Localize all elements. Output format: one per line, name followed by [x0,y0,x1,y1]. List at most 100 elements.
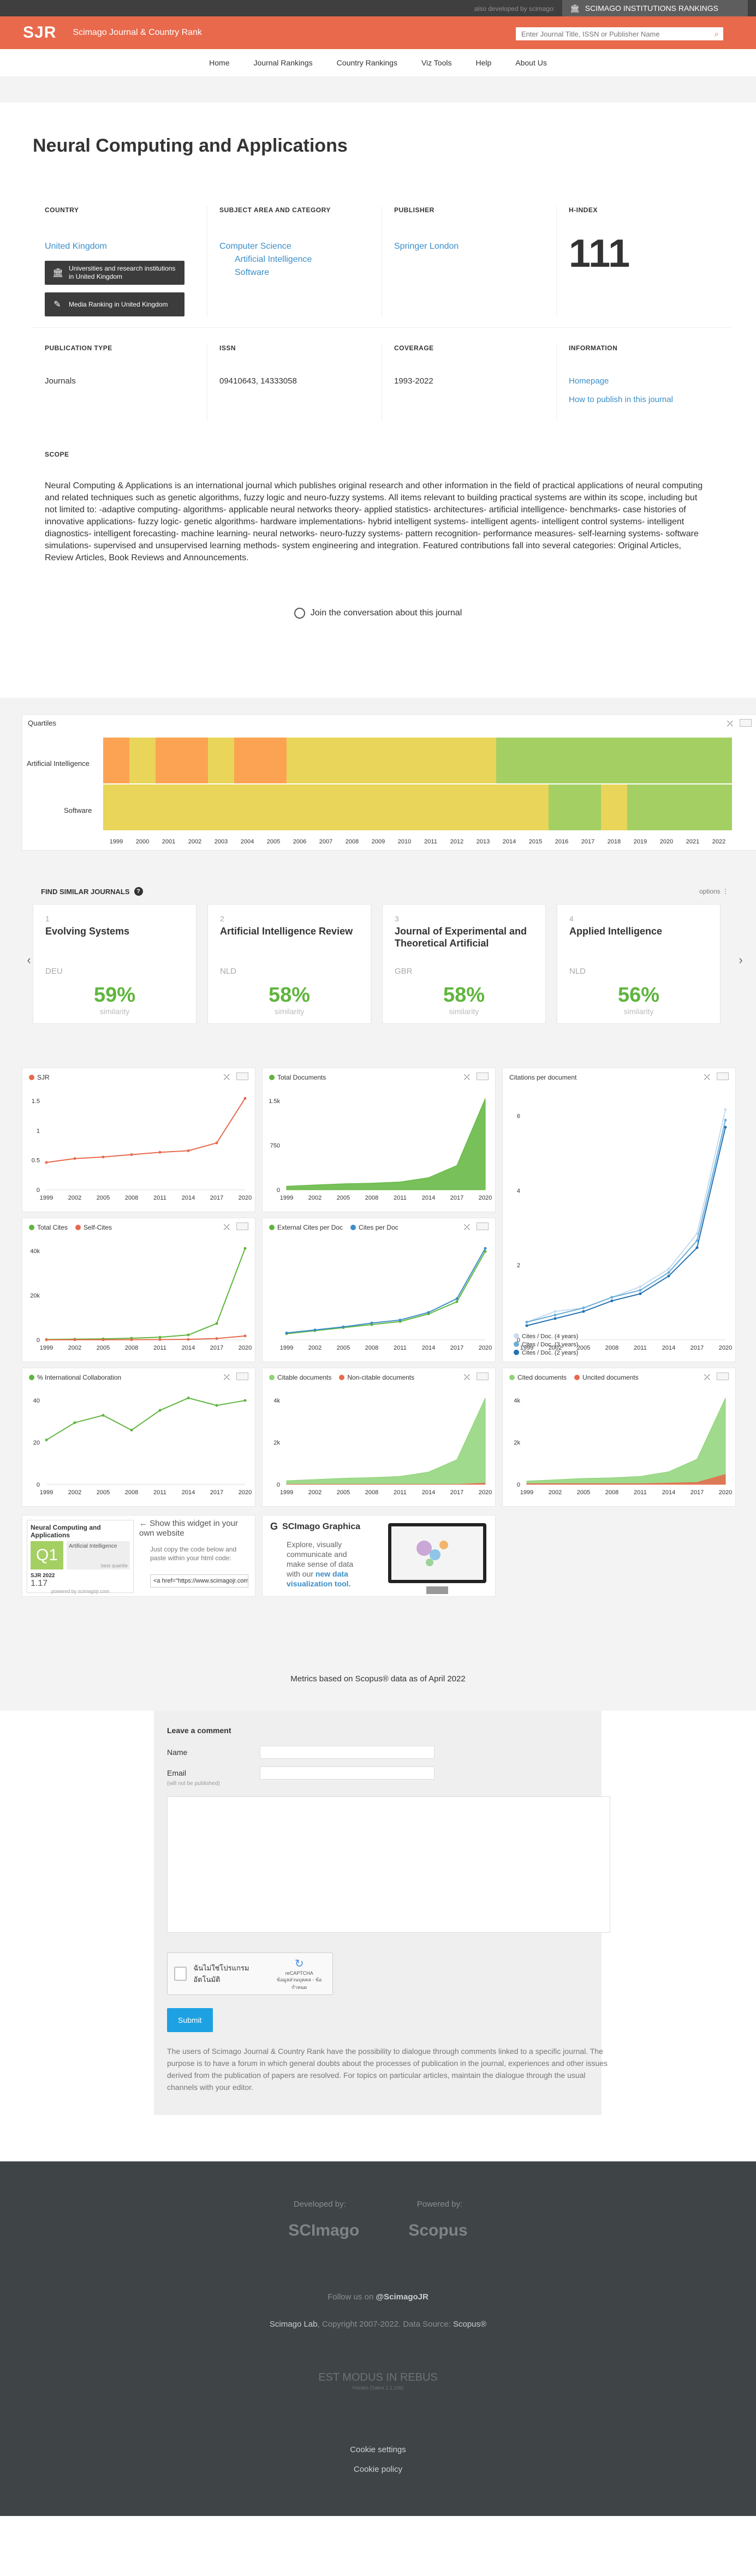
data-point[interactable] [285,1331,288,1334]
data-point[interactable] [398,1319,402,1322]
search-input[interactable] [516,27,723,40]
legend-item[interactable]: Cites per Doc [350,1224,398,1231]
data-point[interactable] [610,1296,614,1299]
search-icon[interactable]: ⌕ [714,29,719,39]
data-point[interactable] [639,1285,642,1289]
data-point[interactable] [553,1310,557,1313]
no-chart-icon[interactable]: ⤫ [463,1373,470,1381]
data-point[interactable] [215,1141,218,1145]
recaptcha-privacy[interactable]: ข้อมูลส่วนบุคคล - ข้อกำหนด [276,1976,322,1990]
data-point[interactable] [484,1250,487,1253]
similar-card[interactable]: 2 Artificial Intelligence Review NLD 58%… [207,904,371,1024]
cookie-policy-link[interactable]: Cookie policy [353,2465,403,2474]
similar-card[interactable]: 3 Journal of Experimental and Theoretica… [382,904,546,1024]
join-conversation-link[interactable]: Join the conversation about this journal [0,608,756,619]
similar-journal-title[interactable]: Artificial Intelligence Review [220,926,353,937]
homepage-link[interactable]: Homepage [569,376,609,386]
no-chart-icon[interactable]: ⤫ [223,1373,230,1381]
data-point[interactable] [695,1232,699,1235]
legend-item[interactable]: Total Cites [29,1224,68,1231]
table-toggle-icon[interactable] [477,1373,489,1380]
data-point[interactable] [639,1289,642,1292]
table-toggle-icon[interactable] [236,1373,248,1380]
data-point[interactable] [73,1338,76,1341]
data-point[interactable] [243,1334,247,1338]
data-point[interactable] [695,1239,699,1242]
twitter-link[interactable]: @ScimagoJR [376,2292,428,2302]
table-toggle-icon[interactable] [236,1223,248,1230]
scimago-lab-link[interactable]: Scimago Lab [269,2320,318,2329]
data-point[interactable] [158,1335,162,1339]
data-point[interactable] [130,1338,133,1341]
country-link[interactable]: United Kingdom [45,242,107,251]
legend-item[interactable]: Cites / Doc. (3 years) [514,1341,578,1349]
data-point[interactable] [370,1321,373,1325]
legend-item[interactable]: Cites / Doc. (2 years) [514,1349,578,1357]
no-chart-icon[interactable]: ⤫ [704,1373,710,1381]
data-point[interactable] [342,1325,345,1328]
legend-item[interactable]: SJR [29,1074,50,1081]
data-point[interactable] [73,1157,76,1160]
legend-item[interactable]: % International Collaboration [29,1374,121,1381]
similar-journal-title[interactable]: Applied Intelligence [569,926,663,937]
help-icon[interactable]: ? [134,887,143,896]
table-toggle-icon[interactable] [236,1073,248,1080]
data-point[interactable] [102,1155,105,1159]
data-point[interactable] [724,1125,727,1129]
data-point[interactable] [553,1317,557,1320]
scopus-logo[interactable]: Scopus [408,2221,468,2239]
table-toggle-icon[interactable] [477,1073,489,1080]
legend-item[interactable]: Non-citable documents [339,1374,414,1381]
carousel-prev-icon[interactable]: ‹ [27,953,31,967]
scimago-logo[interactable]: SCImago [288,2221,360,2239]
universities-button[interactable]: 🏛 Universities and research institutions … [45,261,184,285]
similar-journal-title[interactable]: Journal of Experimental and Theoretical … [395,926,527,949]
nav-journal-rankings[interactable]: Journal Rankings [253,58,313,67]
nav-help[interactable]: Help [475,58,492,67]
legend-item[interactable]: Cites / Doc. (4 years) [514,1333,578,1341]
data-point[interactable] [525,1321,528,1324]
site-name[interactable]: Scimago Journal & Country Rank [73,28,202,37]
data-point[interactable] [215,1322,218,1325]
data-point[interactable] [724,1118,727,1122]
data-point[interactable] [215,1404,218,1407]
similar-card[interactable]: 1 Evolving Systems DEU 59% similarity [33,904,197,1024]
data-point[interactable] [724,1108,727,1111]
data-point[interactable] [45,1439,48,1442]
data-point[interactable] [73,1421,76,1424]
options-menu[interactable]: options ⋮ [699,888,729,895]
graphica-link[interactable]: new data visualization tool. [287,1569,351,1588]
data-point[interactable] [187,1333,190,1337]
legend-item[interactable]: Self-Cites [75,1224,112,1231]
legend-item[interactable]: Citable documents [269,1374,331,1381]
no-chart-icon[interactable]: ⤫ [463,1073,470,1081]
data-point[interactable] [130,1428,133,1431]
data-point[interactable] [130,1153,133,1157]
recaptcha-checkbox[interactable] [174,1967,187,1981]
data-point[interactable] [158,1338,162,1341]
data-point[interactable] [187,1149,190,1152]
data-point[interactable] [553,1314,557,1317]
nav-viz-tools[interactable]: Viz Tools [421,58,452,67]
nav-about-us[interactable]: About Us [515,58,547,67]
no-chart-icon[interactable]: ⤫ [463,1223,470,1231]
data-point[interactable] [525,1324,528,1327]
data-point[interactable] [158,1151,162,1154]
legend-item[interactable]: Citations per document [509,1074,577,1081]
data-point[interactable] [667,1274,670,1278]
sjr-logo[interactable]: SJR [23,23,57,41]
data-point[interactable] [695,1246,699,1249]
data-point[interactable] [45,1338,48,1341]
data-point[interactable] [582,1310,585,1313]
no-chart-icon[interactable]: ⤫ [223,1223,230,1231]
data-point[interactable] [484,1247,487,1250]
data-point[interactable] [455,1297,459,1301]
carousel-next-icon[interactable]: › [739,953,743,967]
data-point[interactable] [667,1271,670,1274]
table-toggle-icon[interactable] [477,1223,489,1230]
data-point[interactable] [187,1397,190,1400]
data-point[interactable] [455,1300,459,1303]
publisher-link[interactable]: Springer London [394,242,459,251]
table-toggle-icon[interactable] [740,719,752,727]
graphica-card[interactable]: G SCImago Graphica Explore, visually comm… [262,1515,496,1597]
